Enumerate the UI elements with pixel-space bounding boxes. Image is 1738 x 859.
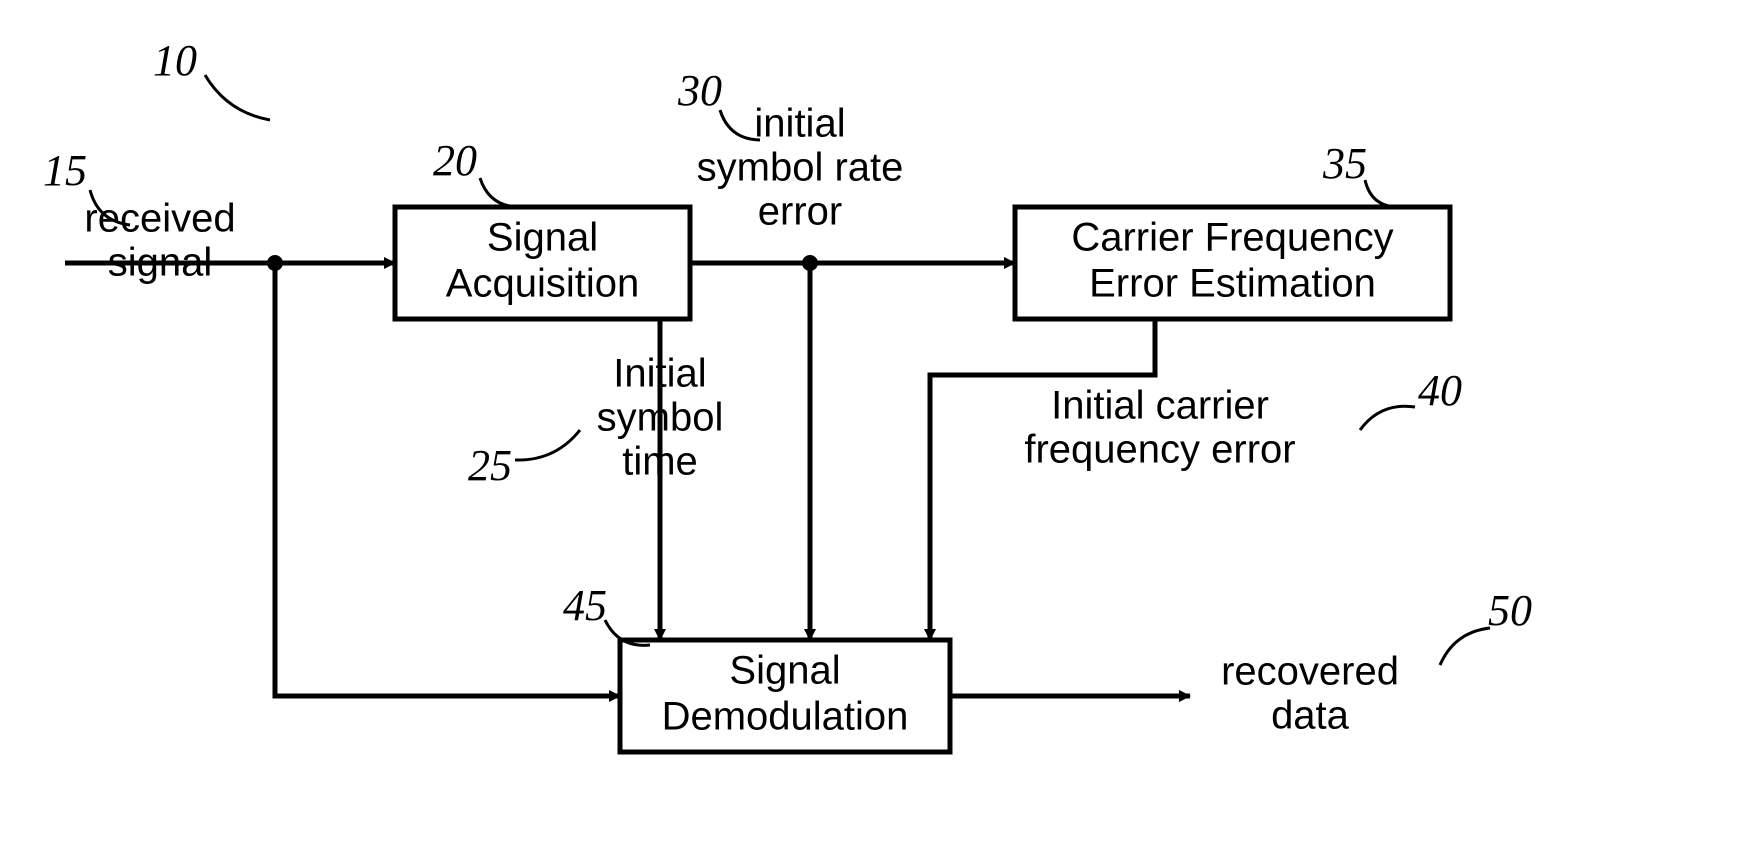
- ref-r40-leader: [1360, 406, 1415, 430]
- node-carrier_freq_est-line0: Carrier Frequency: [1071, 216, 1393, 260]
- ref-r35: 35: [1322, 139, 1400, 207]
- ref-r35-leader: [1365, 180, 1400, 207]
- ref-r15-text: 15: [43, 146, 87, 195]
- ref-r20-text: 20: [433, 136, 477, 185]
- ref-r30: 30: [677, 66, 760, 140]
- label-initial_symbol_time-line1: symbol: [597, 396, 724, 440]
- label-initial_symbol_time: Initialsymboltime: [597, 352, 724, 484]
- ref-r25-text: 25: [468, 441, 512, 490]
- label-initial_symbol_time-line2: time: [622, 440, 698, 484]
- label-initial_carrier_freq_error-line1: frequency error: [1024, 428, 1295, 472]
- label-recovered_data: recovereddata: [1221, 650, 1399, 738]
- ref-r10-text: 10: [153, 36, 197, 85]
- node-signal_acquisition-line1: Acquisition: [446, 262, 639, 306]
- ref-r10-leader: [205, 75, 270, 120]
- label-initial_symbol_rate_error-line1: symbol rate: [697, 146, 904, 190]
- label-received_signal: receivedsignal: [84, 197, 235, 285]
- ref-r20: 20: [433, 136, 520, 207]
- ref-r40-text: 40: [1418, 366, 1462, 415]
- junction-0: [267, 255, 283, 271]
- ref-r25-leader: [515, 430, 580, 460]
- node-signal_acquisition-line0: Signal: [487, 216, 598, 260]
- label-recovered_data-line0: recovered: [1221, 650, 1399, 694]
- label-initial_symbol_rate_error-line2: error: [758, 190, 842, 234]
- node-carrier_freq_est-line1: Error Estimation: [1089, 262, 1376, 306]
- node-signal_acquisition: SignalAcquisition: [395, 207, 690, 319]
- ref-r50-text: 50: [1488, 586, 1532, 635]
- label-initial_carrier_freq_error: Initial carrierfrequency error: [1024, 384, 1295, 472]
- label-initial_symbol_rate_error-line0: initial: [754, 102, 845, 146]
- node-signal_demodulation-line0: Signal: [729, 649, 840, 693]
- ref-r40: 40: [1360, 366, 1462, 430]
- ref-r35-text: 35: [1322, 139, 1367, 188]
- ref-r30-text: 30: [677, 66, 722, 115]
- junction-1: [802, 255, 818, 271]
- label-initial_symbol_rate_error: initialsymbol rateerror: [697, 102, 904, 234]
- ref-r20-leader: [480, 178, 520, 207]
- edge-cfe-out-down: [930, 319, 1155, 640]
- ref-r25: 25: [468, 430, 580, 490]
- node-signal_demodulation-line1: Demodulation: [662, 695, 909, 739]
- node-carrier_freq_est: Carrier FrequencyError Estimation: [1015, 207, 1450, 319]
- label-received_signal-line1: signal: [108, 241, 213, 285]
- label-initial_symbol_time-line0: Initial: [613, 352, 706, 396]
- ref-r45-text: 45: [563, 581, 607, 630]
- ref-r50: 50: [1440, 586, 1532, 665]
- edge-input-branch-down: [275, 263, 620, 696]
- node-signal_demodulation: SignalDemodulation: [620, 640, 950, 752]
- label-recovered_data-line1: data: [1271, 694, 1350, 738]
- ref-r45: 45: [563, 581, 650, 645]
- ref-r10: 10: [153, 36, 270, 120]
- label-initial_carrier_freq_error-line0: Initial carrier: [1051, 384, 1269, 428]
- label-received_signal-line0: received: [84, 197, 235, 241]
- ref-r50-leader: [1440, 628, 1490, 665]
